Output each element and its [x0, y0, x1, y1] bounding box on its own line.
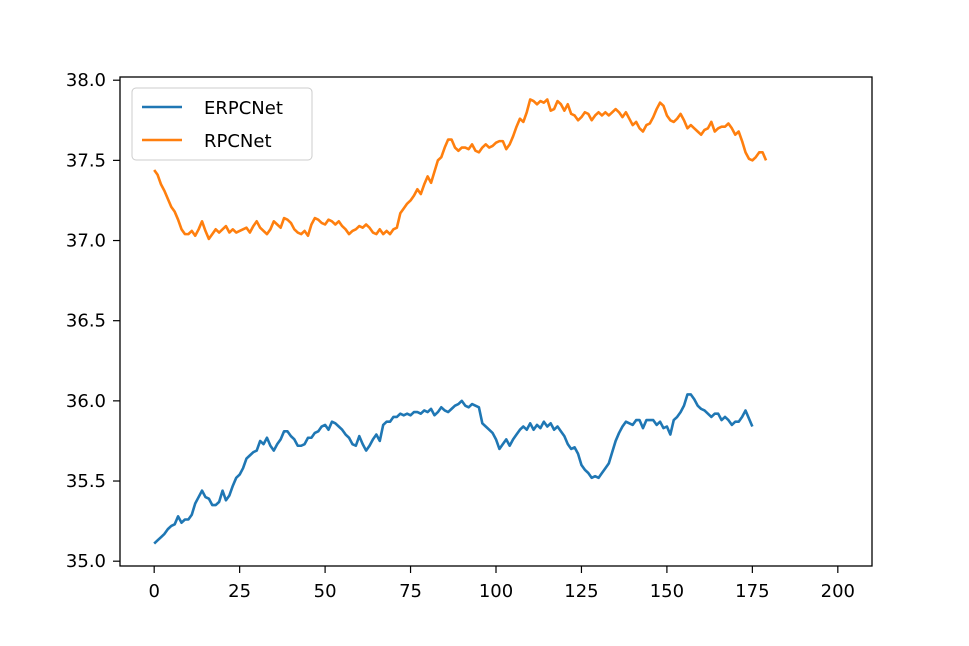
- x-tick-label: 175: [735, 581, 769, 602]
- legend-label-erpcnet: ERPCNet: [204, 98, 283, 119]
- y-tick-label: 38.0: [66, 70, 106, 91]
- x-tick-label: 150: [650, 581, 684, 602]
- x-tick-label: 75: [399, 581, 422, 602]
- series-line-erpcnet: [153, 393, 754, 545]
- x-tick-label: 200: [821, 581, 855, 602]
- y-tick-label: 35.5: [66, 471, 106, 492]
- x-tick-label: 25: [228, 581, 251, 602]
- x-tick-label: 100: [479, 581, 513, 602]
- series-line-rpcnet: [153, 98, 768, 241]
- y-tick-label: 35.0: [66, 551, 106, 572]
- x-tick-label: 125: [564, 581, 598, 602]
- y-tick-label: 37.0: [66, 231, 106, 252]
- x-axis: 0 25 50 75 100 125 150 175 200: [148, 566, 855, 602]
- legend-label-rpcnet: RPCNet: [204, 131, 272, 152]
- y-tick-label: 37.5: [66, 150, 106, 171]
- series-layer: [153, 98, 768, 545]
- x-tick-label: 50: [314, 581, 337, 602]
- y-axis: 35.0 35.5 36.0 36.5 37.0 37.5 38.0: [66, 70, 120, 572]
- x-tick-label: 0: [148, 581, 159, 602]
- y-tick-label: 36.5: [66, 311, 106, 332]
- y-tick-label: 36.0: [66, 391, 106, 412]
- legend: ERPCNet RPCNet: [131, 87, 313, 161]
